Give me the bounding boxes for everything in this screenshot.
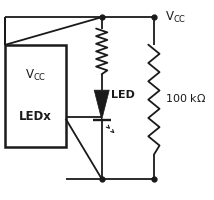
Polygon shape [94,90,109,120]
Text: 100 k$\Omega$: 100 k$\Omega$ [165,92,206,104]
Bar [5,45,66,147]
Text: LEDx: LEDx [19,110,52,123]
Text: LED: LED [111,90,135,100]
Text: V$_{\mathregular{CC}}$: V$_{\mathregular{CC}}$ [25,68,46,83]
Text: V$_{\mathregular{CC}}$: V$_{\mathregular{CC}}$ [165,10,186,25]
